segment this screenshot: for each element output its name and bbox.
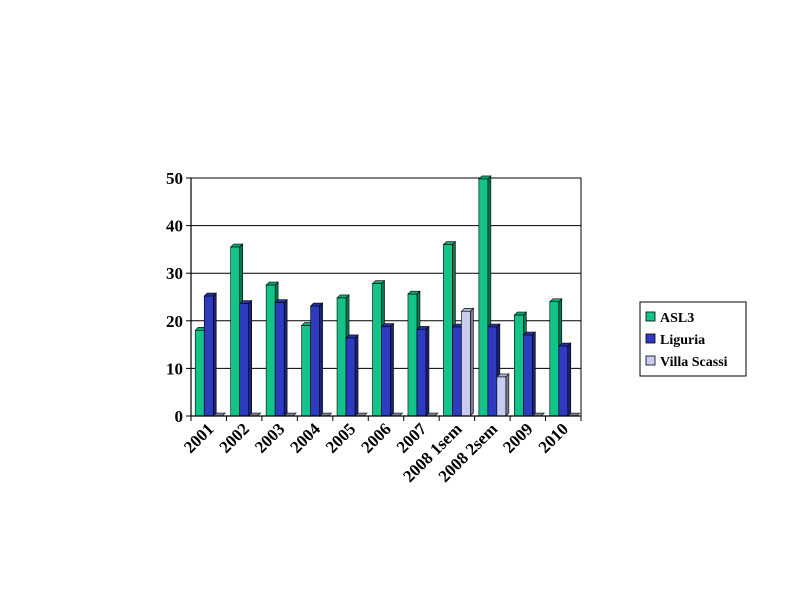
- legend-swatch: [645, 311, 656, 322]
- bar-liguria: [345, 334, 359, 417]
- bar-villa-scassi: [496, 373, 510, 417]
- legend-label: ASL3: [660, 311, 694, 326]
- bar-liguria: [238, 299, 253, 417]
- bar-liguria: [558, 342, 572, 417]
- y-tick-label: 30: [166, 264, 183, 283]
- legend-item: Villa Scassi: [645, 355, 728, 370]
- bar-liguria: [522, 331, 537, 417]
- legend-item: Liguria: [645, 333, 705, 348]
- x-tick-label: 2006: [357, 419, 394, 456]
- x-tick-label: 2002: [216, 419, 253, 456]
- y-tick-label: 0: [175, 407, 184, 426]
- bar-liguria: [380, 322, 395, 417]
- legend-item: ASL3: [645, 311, 694, 326]
- x-tick-label: 2009: [499, 419, 536, 456]
- x-tick-label: 2003: [251, 419, 288, 456]
- y-tick-label: 50: [166, 169, 183, 188]
- bar-liguria: [274, 298, 288, 417]
- legend-label: Liguria: [660, 333, 705, 348]
- x-tick-label: 2004: [286, 419, 324, 457]
- legend-box: [639, 301, 747, 377]
- y-tick-label: 40: [166, 217, 183, 236]
- x-tick-label: 2001: [180, 419, 217, 456]
- legend-swatch: [645, 333, 656, 344]
- x-tick-label: 2005: [322, 419, 359, 456]
- y-tick-label: 20: [166, 312, 183, 331]
- bar-villa-scassi: [460, 307, 475, 417]
- legend-swatch: [645, 355, 656, 366]
- bar-liguria: [309, 302, 324, 417]
- y-tick-label: 10: [166, 359, 183, 378]
- bars: [194, 175, 581, 417]
- bar-liguria: [203, 292, 217, 417]
- x-tick-label: 2010: [535, 419, 572, 456]
- y-tick-labels: 0 10 20 30 40 50: [166, 169, 183, 426]
- legend: ASL3 Liguria Villa Scassi: [639, 301, 747, 377]
- legend-label: Villa Scassi: [660, 355, 728, 370]
- axes: [186, 177, 582, 421]
- bar-liguria: [416, 325, 430, 417]
